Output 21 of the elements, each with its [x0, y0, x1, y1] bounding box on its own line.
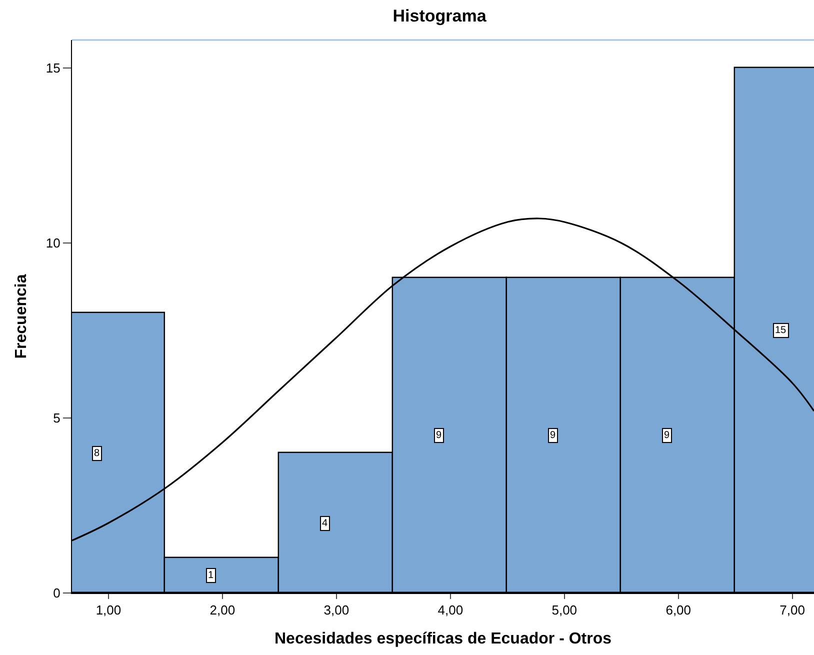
chart-title: Histograma	[392, 6, 487, 26]
data-label: 9	[436, 430, 442, 441]
x-tick-label: 6,00	[666, 602, 692, 618]
x-tick-label: 2,00	[210, 602, 236, 618]
x-axis-title: Necesidades específicas de Ecuador - Otros	[274, 630, 612, 648]
data-label: 8	[94, 448, 100, 459]
data-label: 1	[208, 570, 214, 581]
y-tick-label: 15	[46, 60, 60, 76]
x-tick-label: 5,00	[552, 602, 578, 618]
x-tick-label: 4,00	[438, 602, 464, 618]
y-tick-label: 10	[46, 236, 60, 251]
y-tick-label: 5	[53, 410, 60, 426]
data-label: 4	[322, 518, 328, 529]
y-axis-title: Frecuencia	[12, 274, 30, 359]
x-tick-label: 3,00	[324, 602, 350, 618]
data-label: 9	[664, 430, 670, 441]
y-tick-label: 0	[53, 586, 60, 601]
x-tick-label: 1,00	[96, 602, 122, 618]
data-label: 9	[550, 430, 556, 441]
x-tick-label: 7,00	[780, 602, 805, 618]
data-label: 15	[775, 325, 787, 336]
